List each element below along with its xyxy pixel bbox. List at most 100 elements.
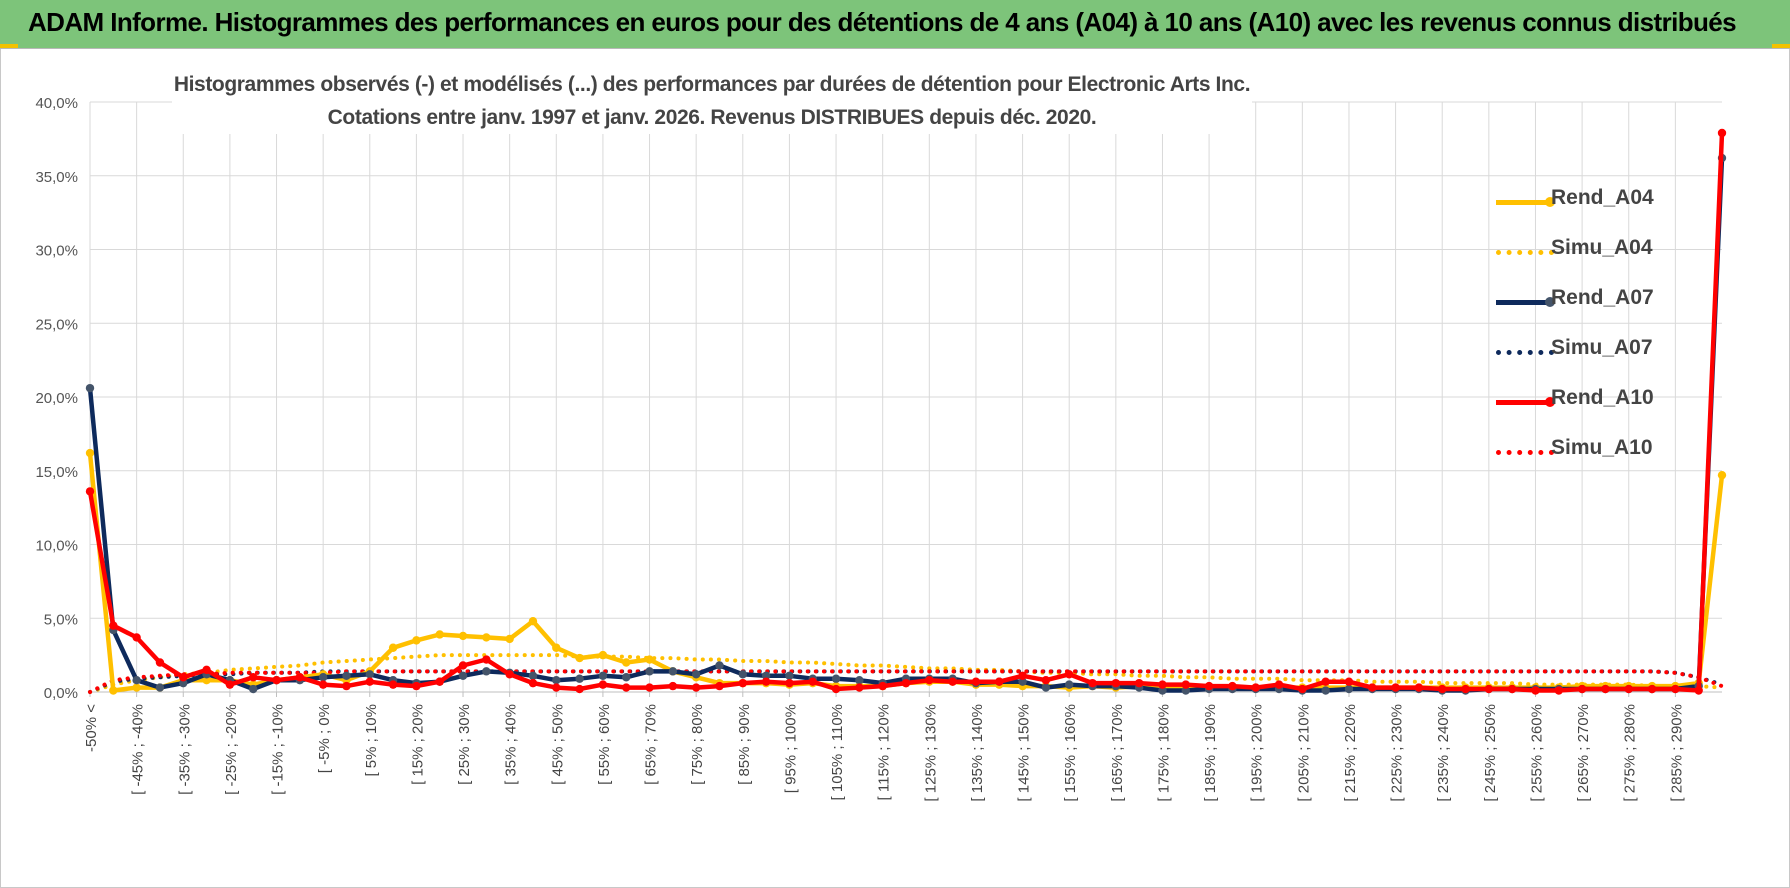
x-tick-label: [ 205% ; 210% <box>1295 704 1312 802</box>
legend-swatch <box>1496 250 1554 255</box>
x-tick-label: [ 275% ; 280% <box>1622 704 1639 802</box>
x-tick-label: [ 125% ; 130% <box>922 704 939 802</box>
data-point <box>575 653 584 663</box>
series-line <box>87 158 1725 693</box>
x-tick-label: [ 95% ; 100% <box>782 704 799 793</box>
series-simu-a04 <box>88 653 1724 694</box>
data-point <box>435 677 444 686</box>
data-point <box>435 630 444 639</box>
data-point <box>645 667 654 676</box>
data-point <box>761 677 771 686</box>
x-tick-label: [ 35% ; 40% <box>503 704 520 785</box>
x-tick-label: [ 165% ; 170% <box>1109 704 1126 802</box>
data-point <box>1204 681 1214 691</box>
data-point <box>598 680 608 689</box>
x-tick-label: [ 215% ; 220% <box>1342 704 1359 802</box>
x-tick-label: -50% < <box>83 704 100 752</box>
legend-item: Rend_A07 <box>1488 278 1658 328</box>
data-point <box>272 676 281 685</box>
x-tick-label: [ -25% ; -20% <box>223 704 240 795</box>
data-point <box>855 683 864 692</box>
y-tick-label: 10,0% <box>35 538 78 555</box>
y-tick-label: 40,0% <box>35 95 78 112</box>
series-line <box>87 132 1725 693</box>
data-point <box>948 677 957 686</box>
data-point <box>132 633 141 642</box>
data-point <box>715 661 724 670</box>
data-point <box>85 383 95 393</box>
data-point <box>1041 683 1051 692</box>
data-point <box>1717 128 1727 138</box>
data-point <box>995 677 1004 686</box>
series-rend-a10 <box>85 128 1727 695</box>
data-point <box>1624 684 1633 694</box>
data-point <box>691 670 701 679</box>
data-point <box>318 680 328 689</box>
legend-label: Simu_A04 <box>1551 236 1653 259</box>
series-simu-a10 <box>88 669 1724 694</box>
x-tick-label: [ 135% ; 140% <box>969 704 986 802</box>
data-point <box>1251 683 1260 692</box>
data-point <box>85 487 95 496</box>
data-point <box>971 677 981 686</box>
data-point <box>552 683 561 692</box>
data-point <box>925 676 934 685</box>
legend-marker <box>1545 197 1555 207</box>
data-point <box>785 671 794 680</box>
x-tick-label: [ 85% ; 90% <box>736 704 753 785</box>
data-point <box>458 671 468 680</box>
data-point <box>482 633 491 642</box>
legend-marker <box>1545 297 1555 307</box>
x-tick-label: [ 225% ; 230% <box>1389 704 1406 802</box>
report-title: ADAM Informe. Histogrammes des performan… <box>28 7 1737 37</box>
data-point <box>1181 686 1190 695</box>
chart-legend: Rend_A04 Simu_A04 Rend_A07 Simu_A07 Rend_A10… <box>1488 178 1658 478</box>
data-point <box>318 673 328 682</box>
x-tick-label: [ 25% ; 30% <box>456 704 473 785</box>
data-point <box>1134 678 1144 688</box>
data-point <box>1181 680 1190 689</box>
x-tick-label: [ 185% ; 190% <box>1202 704 1219 802</box>
x-tick-label: [ 155% ; 160% <box>1062 704 1079 802</box>
data-point <box>1391 683 1400 692</box>
data-point <box>155 658 165 667</box>
y-tick-label: 30,0% <box>35 243 78 260</box>
data-point <box>552 643 561 652</box>
data-point <box>225 680 235 689</box>
legend-label: Simu_A10 <box>1551 436 1653 459</box>
x-tick-label: [ -15% ; -10% <box>270 704 287 795</box>
legend-swatch <box>1496 450 1554 455</box>
data-point <box>1041 676 1051 685</box>
series-line-dotted <box>88 669 1724 694</box>
y-tick-label: 0,0% <box>44 685 78 702</box>
data-point <box>1065 680 1074 689</box>
data-point <box>1088 678 1097 688</box>
legend-marker <box>1545 397 1555 407</box>
legend-swatch <box>1496 397 1555 407</box>
data-point <box>668 681 678 691</box>
data-point <box>528 678 538 688</box>
legend-swatch <box>1496 350 1554 355</box>
data-point <box>1344 677 1354 686</box>
x-tick-label: [ 65% ; 70% <box>643 704 660 785</box>
legend-item: Rend_A10 <box>1488 378 1658 428</box>
data-point <box>85 448 95 458</box>
data-point <box>1274 680 1284 689</box>
legend-label: Rend_A10 <box>1551 386 1654 409</box>
x-tick-label: [ 55% ; 60% <box>596 704 613 785</box>
x-tick-label: [ 75% ; 80% <box>689 704 706 785</box>
data-point <box>249 684 258 694</box>
data-point <box>622 658 631 667</box>
data-point <box>1671 684 1680 694</box>
data-point <box>1298 684 1307 694</box>
report-banner: ADAM Informe. Histogrammes des performan… <box>0 0 1790 49</box>
legend-label: Simu_A07 <box>1551 336 1653 359</box>
data-point <box>645 655 654 664</box>
data-point <box>295 673 305 682</box>
legend-swatch <box>1496 297 1555 307</box>
series-rend-a07 <box>85 153 1727 695</box>
data-point <box>458 631 468 641</box>
data-point <box>901 678 911 688</box>
